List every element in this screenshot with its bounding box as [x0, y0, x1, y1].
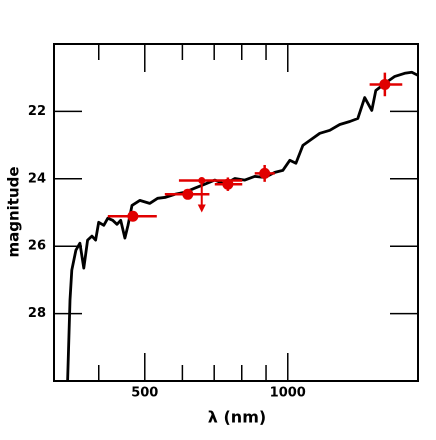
y-tick-label: 28: [28, 306, 46, 321]
y-tick-label: 26: [28, 239, 46, 254]
photometry-point: [182, 188, 194, 200]
y-tick-label: 24: [28, 171, 46, 186]
limit-arrow-head: [197, 204, 206, 213]
x-tick-label: 1000: [270, 386, 306, 401]
limit-point: [198, 176, 206, 184]
spectrum-line: [66, 70, 418, 381]
y-tick-label: 22: [28, 104, 46, 119]
photometry-point: [127, 210, 139, 222]
plot-frame: [53, 43, 419, 382]
x-tick-label: 500: [131, 386, 158, 401]
x-axis-label: λ (nm): [208, 408, 266, 427]
y-axis-label: magnitude: [5, 166, 23, 257]
photometry-point: [259, 167, 271, 179]
photometry-point: [379, 78, 391, 90]
photometry-point: [222, 178, 234, 190]
